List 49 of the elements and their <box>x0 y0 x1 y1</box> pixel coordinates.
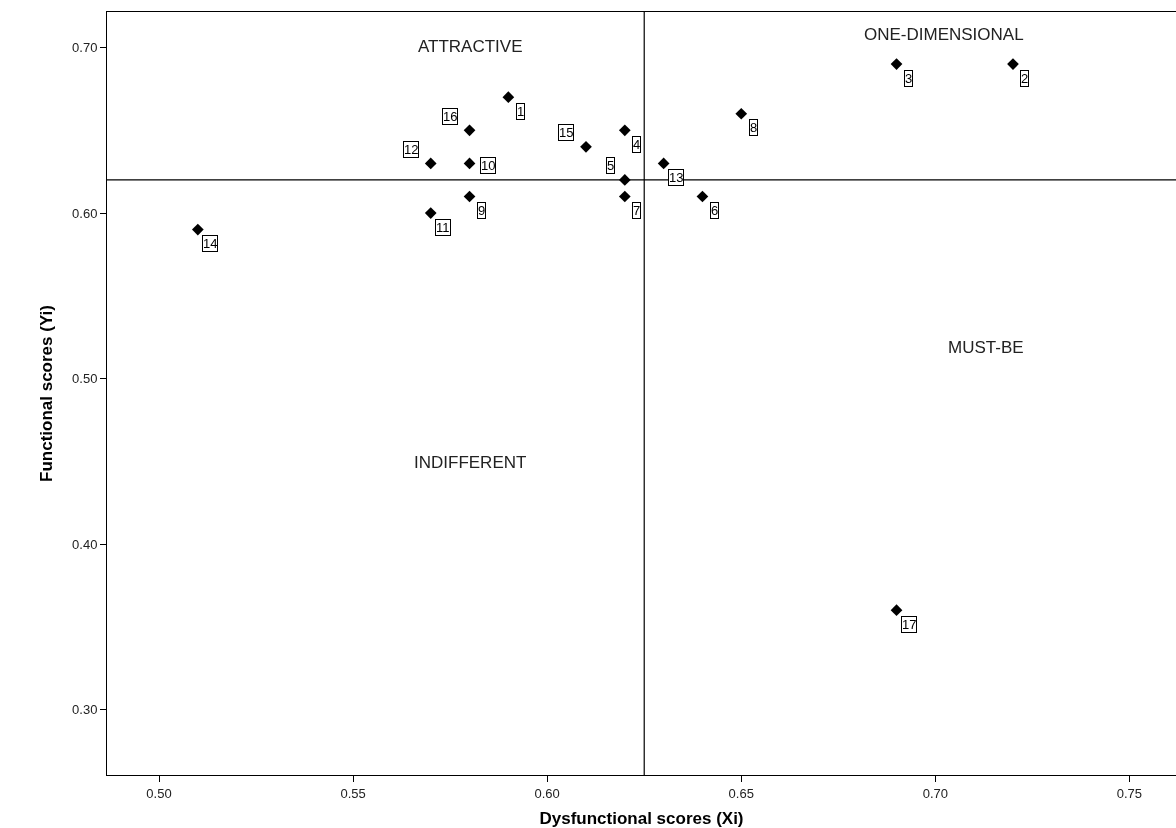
x-tick-label: 0.60 <box>534 785 560 801</box>
annotation: 8 <box>750 120 758 135</box>
x-tick-label: 0.70 <box>922 785 948 801</box>
annotation: 5 <box>607 158 615 173</box>
annotation: 11 <box>436 220 450 235</box>
annotation: 12 <box>404 142 419 157</box>
annotation: 4 <box>633 137 641 152</box>
point <box>618 124 631 137</box>
y-axis-title: Functional scores (Yi) <box>36 305 56 482</box>
point <box>424 157 437 170</box>
point <box>424 207 437 219</box>
annotation: 17 <box>902 617 917 632</box>
annotation: MUST-BE <box>948 338 1024 357</box>
x-tick-label: 0.55 <box>340 785 366 801</box>
annotation: 3 <box>905 71 913 86</box>
point <box>580 141 592 153</box>
x-tick-label: 0.50 <box>146 785 172 801</box>
annotation: 1 <box>517 104 525 119</box>
point <box>735 107 748 120</box>
annotation: 7 <box>633 203 641 218</box>
point <box>463 190 476 203</box>
point <box>618 190 631 203</box>
annotation: ONE-DIMENSIONAL <box>864 25 1024 44</box>
y-tick-label: 0.50 <box>72 371 98 387</box>
point <box>890 58 903 70</box>
annotation: 10 <box>481 158 496 173</box>
point <box>890 604 903 617</box>
annotation: 14 <box>203 236 218 251</box>
point <box>463 157 476 170</box>
annotation: 13 <box>669 170 684 185</box>
y-tick-label: 0.70 <box>72 40 98 56</box>
y-tick-label: 0.30 <box>72 702 98 718</box>
y-tick-label: 0.60 <box>72 205 98 221</box>
point <box>191 223 204 236</box>
annotation: 2 <box>1021 71 1029 86</box>
annotation: ATTRACTIVE <box>418 37 523 56</box>
annotation: 9 <box>478 203 486 218</box>
point <box>502 91 515 104</box>
x-tick-label: 0.75 <box>1116 785 1143 801</box>
annotation: 16 <box>443 109 458 124</box>
point <box>463 124 476 137</box>
annotation: INDIFFERENT <box>414 453 527 472</box>
annotation: 15 <box>559 125 574 140</box>
point <box>657 157 670 170</box>
annotation: 6 <box>711 203 719 218</box>
point <box>696 190 709 203</box>
y-tick-label: 0.40 <box>72 536 98 552</box>
x-tick-label: 0.65 <box>728 785 754 801</box>
x-axis-title: Dysfunctional scores (Xi) <box>539 809 744 828</box>
